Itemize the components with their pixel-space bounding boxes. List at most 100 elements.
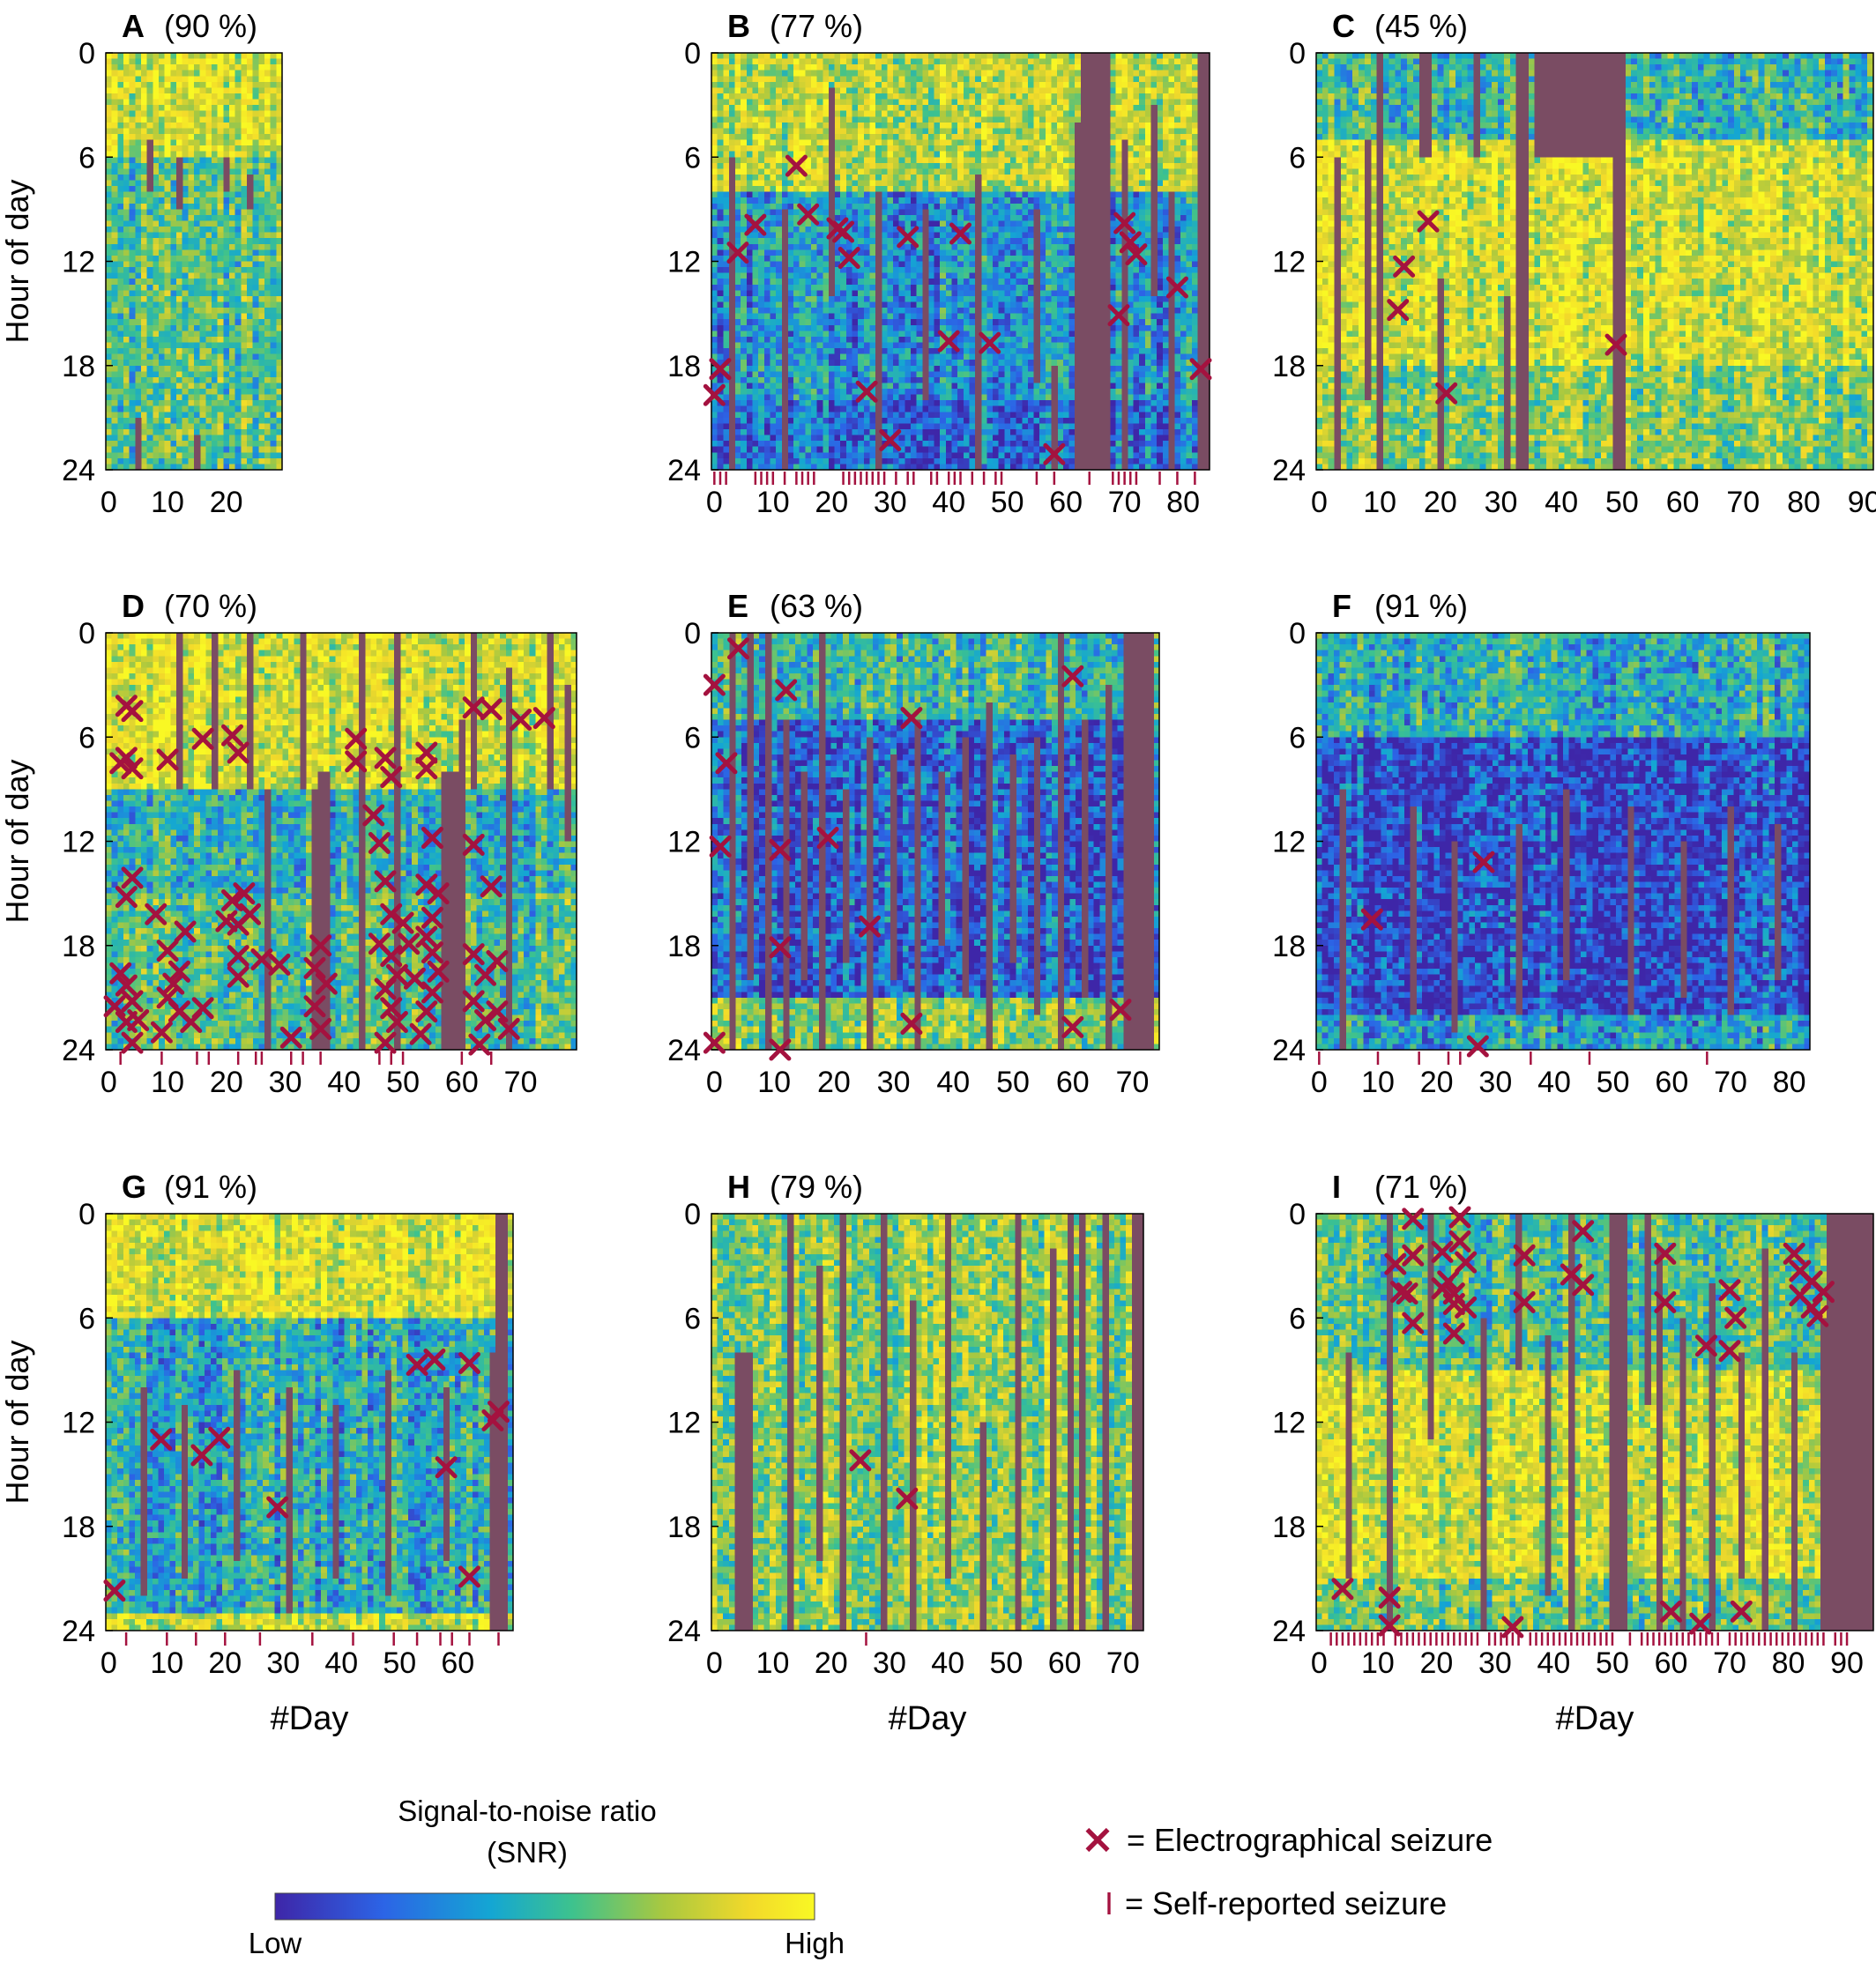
heatmap-cell — [764, 458, 770, 464]
heatmap-cell — [159, 360, 165, 366]
heatmap-cell — [117, 360, 123, 366]
heatmap-cell — [205, 458, 212, 464]
heatmap-cell — [823, 93, 829, 100]
heatmap-cell — [165, 418, 171, 424]
heatmap-cell — [117, 215, 123, 221]
heatmap-cell — [153, 59, 159, 65]
heatmap-cell — [135, 366, 141, 372]
heatmap-cell — [735, 197, 741, 204]
heatmap-cell — [229, 423, 235, 429]
heatmap-cell — [182, 53, 189, 59]
heatmap-cell — [805, 354, 811, 360]
heatmap-cell — [223, 452, 229, 458]
heatmap-cell — [271, 227, 277, 233]
heatmap-cell — [159, 53, 165, 59]
heatmap-cell — [135, 87, 141, 93]
heatmap-cell — [159, 314, 165, 320]
heatmap-cell — [840, 458, 846, 464]
heatmap-cell — [135, 175, 141, 181]
heatmap-cell — [117, 82, 123, 88]
heatmap-cell — [805, 140, 811, 146]
heatmap-cell — [205, 140, 212, 146]
heatmap-cell — [258, 233, 264, 239]
heatmap-cell — [811, 314, 817, 320]
heatmap-cell — [235, 256, 242, 262]
heatmap-cell — [835, 53, 841, 59]
heatmap-cell — [776, 301, 782, 308]
heatmap-cell — [159, 123, 165, 129]
heatmap-cell — [135, 157, 141, 163]
heatmap-cell — [800, 100, 806, 106]
heatmap-cell — [258, 59, 264, 65]
heatmap-cell — [247, 285, 253, 291]
heatmap-cell — [147, 100, 153, 106]
heatmap-cell — [229, 412, 235, 418]
heatmap-cell — [223, 215, 229, 221]
heatmap-cell — [170, 348, 176, 354]
heatmap-cell — [800, 395, 806, 401]
heatmap-cell — [170, 435, 176, 442]
heatmap-cell — [729, 128, 735, 134]
heatmap-cell — [117, 105, 123, 111]
heatmap-cell — [264, 383, 271, 389]
heatmap-cell — [200, 314, 206, 320]
heatmap-cell — [112, 400, 118, 406]
heatmap-cell — [241, 429, 247, 435]
heatmap-cell — [182, 273, 189, 279]
heatmap-cell — [182, 256, 189, 262]
heatmap-cell — [235, 423, 242, 429]
heatmap-cell — [817, 447, 823, 453]
heatmap-cell — [106, 233, 112, 239]
heatmap-cell — [758, 354, 764, 360]
heatmap-cell — [758, 458, 764, 464]
heatmap-cell — [741, 366, 747, 372]
heatmap-cell — [117, 71, 123, 77]
heatmap-cell — [130, 296, 136, 302]
heatmap-cell — [188, 59, 194, 65]
heatmap-cell — [823, 441, 829, 447]
heatmap-cell — [741, 348, 747, 354]
heatmap-cell — [153, 273, 159, 279]
heatmap-cell — [723, 111, 729, 117]
heatmap-cell — [106, 59, 112, 65]
heatmap-cell — [811, 348, 817, 354]
heatmap-cell — [258, 249, 264, 256]
heatmap-cell — [723, 76, 729, 82]
heatmap-cell — [811, 59, 817, 65]
heatmap-cell — [170, 53, 176, 59]
heatmap-cell — [753, 100, 759, 106]
heatmap-cell — [718, 296, 724, 302]
heatmap-cell — [718, 435, 724, 442]
heatmap-cell — [176, 423, 182, 429]
heatmap-cell — [840, 59, 846, 65]
heatmap-cell — [117, 262, 123, 268]
heatmap-cell — [188, 157, 194, 163]
heatmap-cell — [218, 123, 224, 129]
heatmap-cell — [123, 227, 130, 233]
heatmap-cell — [718, 447, 724, 453]
heatmap-cell — [194, 354, 200, 360]
heatmap-cell — [241, 447, 247, 453]
heatmap-cell — [770, 175, 776, 181]
heatmap-cell — [159, 301, 165, 308]
heatmap-cell — [787, 331, 793, 337]
heatmap-cell — [153, 204, 159, 210]
heatmap-cell — [147, 452, 153, 458]
heatmap-cell — [247, 145, 253, 152]
heatmap-cell — [823, 227, 829, 233]
heatmap-cell — [805, 181, 811, 187]
heatmap-cell — [735, 325, 741, 331]
heatmap-cell — [764, 249, 770, 256]
heatmap-cell — [135, 100, 141, 106]
heatmap-cell — [811, 134, 817, 140]
heatmap-cell — [258, 389, 264, 395]
heatmap-cell — [823, 435, 829, 442]
heatmap-cell — [188, 452, 194, 458]
heatmap-cell — [264, 76, 271, 82]
heatmap-cell — [258, 105, 264, 111]
missing-segment — [194, 435, 200, 470]
heatmap-cell — [123, 168, 130, 175]
heatmap-cell — [770, 360, 776, 366]
heatmap-cell — [165, 256, 171, 262]
heatmap-cell — [735, 128, 741, 134]
